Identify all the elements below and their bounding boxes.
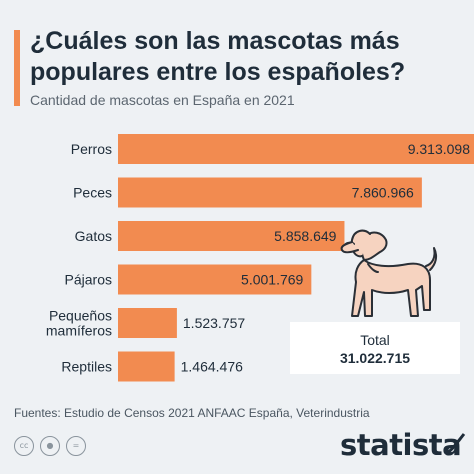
- bar-0: [118, 134, 474, 164]
- category-label: Pájaros: [65, 272, 112, 288]
- value-label: 9.313.098: [408, 141, 470, 157]
- value-label: 7.860.966: [352, 185, 414, 201]
- bar-3: [118, 264, 312, 295]
- bar-4: [118, 308, 177, 338]
- total-label: Total: [360, 332, 390, 348]
- value-label: 1.523.757: [183, 315, 245, 331]
- category-label: Peces: [73, 185, 112, 201]
- bar-1: [118, 177, 422, 208]
- total-box: Total 31.022.715: [290, 322, 460, 374]
- statista-logo-mark: [445, 433, 466, 456]
- title-accent-bar: [14, 30, 20, 106]
- category-label: Gatos: [75, 228, 112, 244]
- value-label: 5.858.649: [274, 228, 336, 244]
- statista-logo[interactable]: statista: [340, 428, 462, 462]
- bar-5: [118, 351, 175, 382]
- source-note: Fuentes: Estudio de Censos 2021 ANFAAC E…: [14, 406, 370, 420]
- by-icon[interactable]: ●: [40, 436, 60, 456]
- nd-icon[interactable]: =: [66, 436, 86, 456]
- category-label: Perros: [71, 141, 112, 157]
- value-label: 5.001.769: [241, 272, 303, 288]
- bar-chart: Perros 9.313.098 Peces 7.860.966 Gatos 5.858.…: [46, 134, 474, 382]
- chart-subtitle: Cantidad de mascotas en España en 2021: [30, 92, 295, 108]
- value-label: 1.464.476: [181, 359, 243, 375]
- dog-icon: [340, 229, 438, 317]
- category-label: Reptiles: [61, 359, 112, 375]
- category-label: Pequeños mamíferos: [46, 308, 112, 339]
- total-value: 31.022.715: [339, 350, 411, 366]
- bar-2: [118, 221, 345, 251]
- chart-title: ¿Cuáles son las mascotas más populares e…: [30, 27, 406, 86]
- cc-icon[interactable]: cc: [14, 436, 34, 456]
